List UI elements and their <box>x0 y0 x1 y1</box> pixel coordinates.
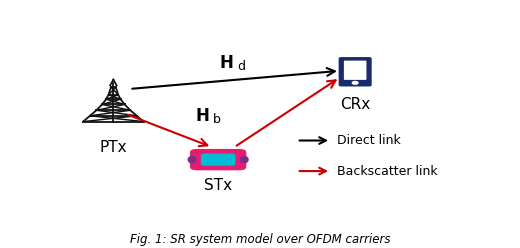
Text: Backscatter link: Backscatter link <box>337 165 438 178</box>
Ellipse shape <box>188 156 197 163</box>
Text: PTx: PTx <box>99 140 127 155</box>
Text: Fig. 1: SR system model over OFDM carriers: Fig. 1: SR system model over OFDM carrie… <box>130 233 390 246</box>
FancyBboxPatch shape <box>201 154 236 166</box>
Circle shape <box>353 82 358 84</box>
Text: STx: STx <box>204 178 232 193</box>
FancyBboxPatch shape <box>339 57 372 87</box>
FancyBboxPatch shape <box>190 149 246 170</box>
Text: CRx: CRx <box>340 97 370 112</box>
Ellipse shape <box>240 156 249 163</box>
Text: Direct link: Direct link <box>337 134 401 147</box>
Text: d: d <box>237 60 245 73</box>
Text: $\mathbf{H}$: $\mathbf{H}$ <box>195 107 209 125</box>
Text: b: b <box>213 113 221 126</box>
Text: $\mathbf{H}$: $\mathbf{H}$ <box>219 54 233 72</box>
FancyBboxPatch shape <box>344 61 367 80</box>
